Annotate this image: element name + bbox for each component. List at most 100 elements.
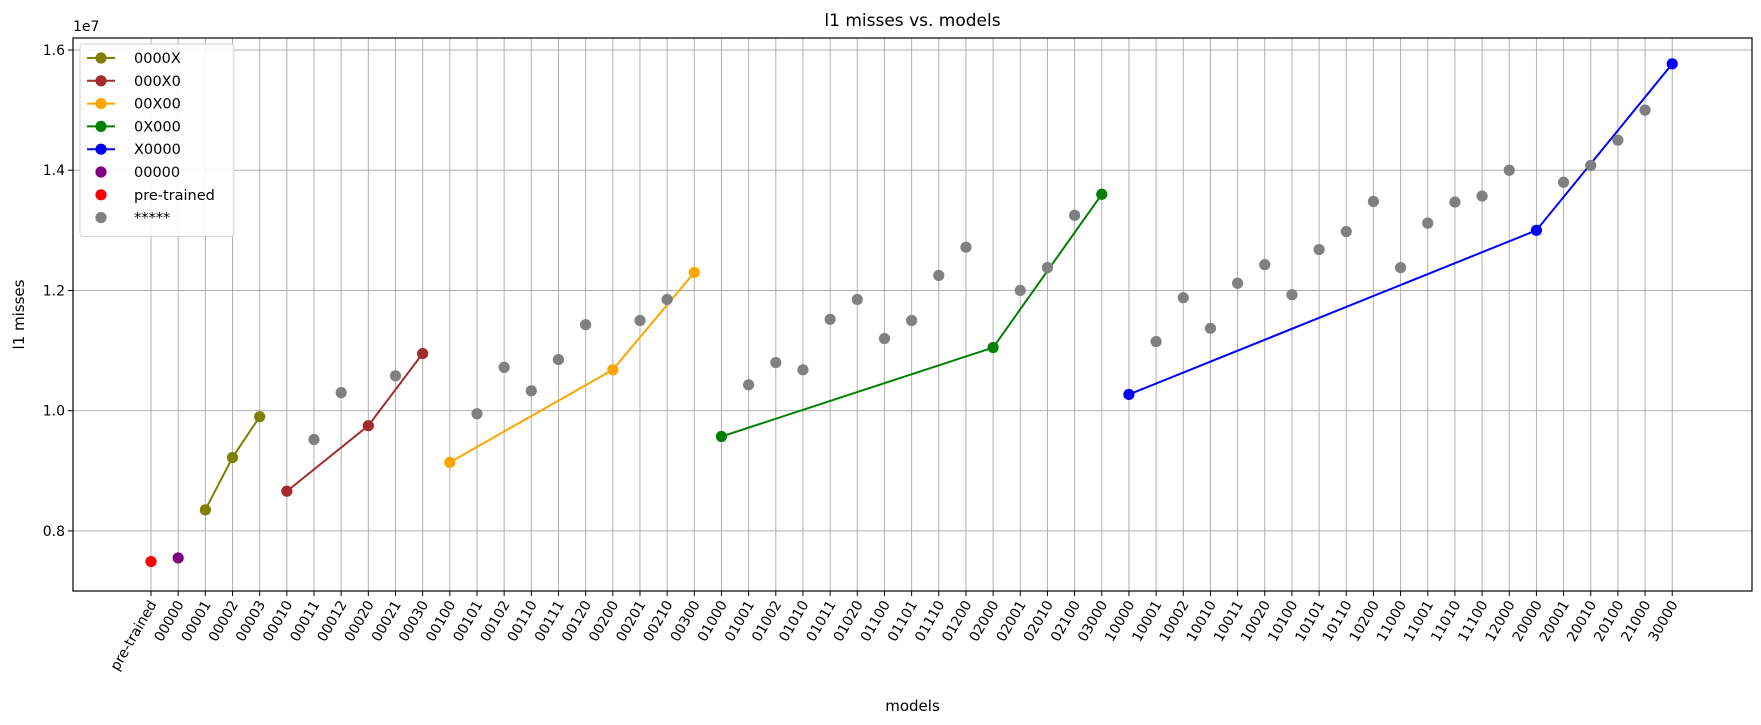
legend-marker bbox=[95, 120, 107, 132]
legend-item: pre-trained bbox=[95, 188, 215, 204]
data-point bbox=[580, 319, 592, 331]
data-point bbox=[444, 456, 456, 468]
data-point bbox=[1232, 277, 1244, 289]
data-point bbox=[987, 341, 999, 354]
data-point bbox=[770, 356, 782, 369]
legend-label: 00000 bbox=[134, 165, 180, 181]
data-point bbox=[1150, 335, 1162, 348]
data-point bbox=[688, 266, 700, 279]
grid-layer bbox=[73, 38, 1752, 591]
data-point bbox=[797, 364, 809, 376]
data-point bbox=[362, 420, 374, 432]
y-tick-label: 1.6 bbox=[43, 43, 65, 59]
legend-box bbox=[79, 43, 235, 237]
data-point bbox=[1177, 292, 1189, 304]
data-point bbox=[743, 379, 755, 391]
data-point bbox=[1557, 176, 1570, 188]
series-layer bbox=[145, 58, 1678, 568]
legend-label: 00X00 bbox=[134, 97, 181, 113]
series-X0000 bbox=[1123, 58, 1678, 401]
data-point bbox=[1666, 58, 1678, 70]
data-point bbox=[933, 269, 945, 282]
series-pre-trained bbox=[145, 555, 157, 568]
legend-marker bbox=[95, 52, 107, 64]
data-point bbox=[1069, 209, 1081, 221]
y-tick-label: 0.8 bbox=[43, 524, 65, 540]
data-point bbox=[1041, 262, 1054, 274]
legend-label: 0000X bbox=[134, 51, 181, 67]
y-tick-label: 1.2 bbox=[43, 283, 65, 299]
data-point bbox=[471, 408, 483, 420]
legend-item: 00000 bbox=[95, 165, 180, 181]
data-point bbox=[1340, 225, 1352, 238]
data-point bbox=[226, 451, 239, 464]
data-point bbox=[1639, 104, 1651, 116]
data-point bbox=[634, 314, 646, 327]
data-point bbox=[1476, 190, 1488, 202]
x-axis-label: models bbox=[885, 697, 940, 715]
data-point bbox=[335, 387, 347, 399]
data-point bbox=[1123, 388, 1135, 401]
legend-item: X0000 bbox=[87, 142, 181, 158]
data-point bbox=[1530, 224, 1543, 236]
data-point bbox=[254, 411, 266, 423]
data-point bbox=[1259, 259, 1271, 271]
y-axis-label: l1 misses bbox=[10, 279, 28, 349]
y-axis-multiplier: 1e7 bbox=[73, 19, 99, 35]
legend-marker bbox=[95, 75, 107, 87]
data-point bbox=[145, 555, 157, 568]
data-point bbox=[1422, 217, 1434, 229]
data-point bbox=[960, 241, 972, 253]
plot-frame bbox=[72, 37, 1753, 592]
data-point bbox=[1612, 134, 1624, 146]
legend-item: ***** bbox=[95, 211, 170, 227]
data-point bbox=[1367, 195, 1380, 208]
data-point bbox=[1204, 322, 1217, 334]
data-point bbox=[824, 313, 836, 325]
legend-marker bbox=[95, 143, 107, 155]
data-point bbox=[851, 293, 863, 306]
data-point bbox=[878, 332, 891, 345]
legend-item: 0X000 bbox=[87, 119, 181, 135]
legend-label: pre-trained bbox=[134, 188, 215, 204]
data-point bbox=[1394, 262, 1407, 274]
data-point bbox=[1503, 164, 1515, 176]
data-point bbox=[1014, 284, 1026, 297]
series-000X0 bbox=[281, 347, 429, 497]
legend-label: 0X000 bbox=[134, 119, 181, 135]
y-tick-label: 1.0 bbox=[43, 404, 65, 420]
legend-item: 000X0 bbox=[87, 74, 181, 90]
series-00000 bbox=[172, 552, 184, 564]
legend-marker bbox=[95, 189, 107, 201]
legend-marker bbox=[95, 212, 107, 224]
chart-title: l1 misses vs. models bbox=[824, 11, 1000, 31]
series-***** bbox=[308, 104, 1651, 446]
legend-marker bbox=[95, 166, 107, 178]
data-point bbox=[199, 504, 211, 516]
data-point bbox=[906, 314, 918, 327]
data-point bbox=[525, 385, 537, 397]
series-00X00 bbox=[444, 266, 700, 468]
series-line bbox=[449, 271, 696, 464]
legend: 0000X 000X0 00X00 0X000 X0000 00000 pre-traine… bbox=[79, 43, 235, 237]
series-line bbox=[286, 352, 424, 492]
data-point bbox=[1286, 289, 1298, 301]
series-0X000 bbox=[715, 188, 1108, 443]
data-point bbox=[498, 361, 510, 373]
data-point bbox=[1449, 196, 1461, 208]
legend-label: ***** bbox=[134, 211, 170, 227]
data-point bbox=[417, 347, 429, 360]
data-point bbox=[172, 552, 184, 564]
ticks-layer: pre-trained00000000010000200003000100001… bbox=[43, 43, 1682, 674]
data-point bbox=[552, 353, 565, 366]
data-point bbox=[661, 293, 673, 306]
data-point bbox=[1313, 243, 1325, 256]
legend-item: 0000X bbox=[87, 51, 181, 67]
data-point bbox=[308, 433, 320, 446]
data-point bbox=[1096, 188, 1108, 200]
legend-label: 000X0 bbox=[134, 74, 181, 90]
data-point bbox=[389, 370, 402, 382]
legend-item: 00X00 bbox=[87, 97, 181, 113]
data-point bbox=[607, 364, 619, 376]
